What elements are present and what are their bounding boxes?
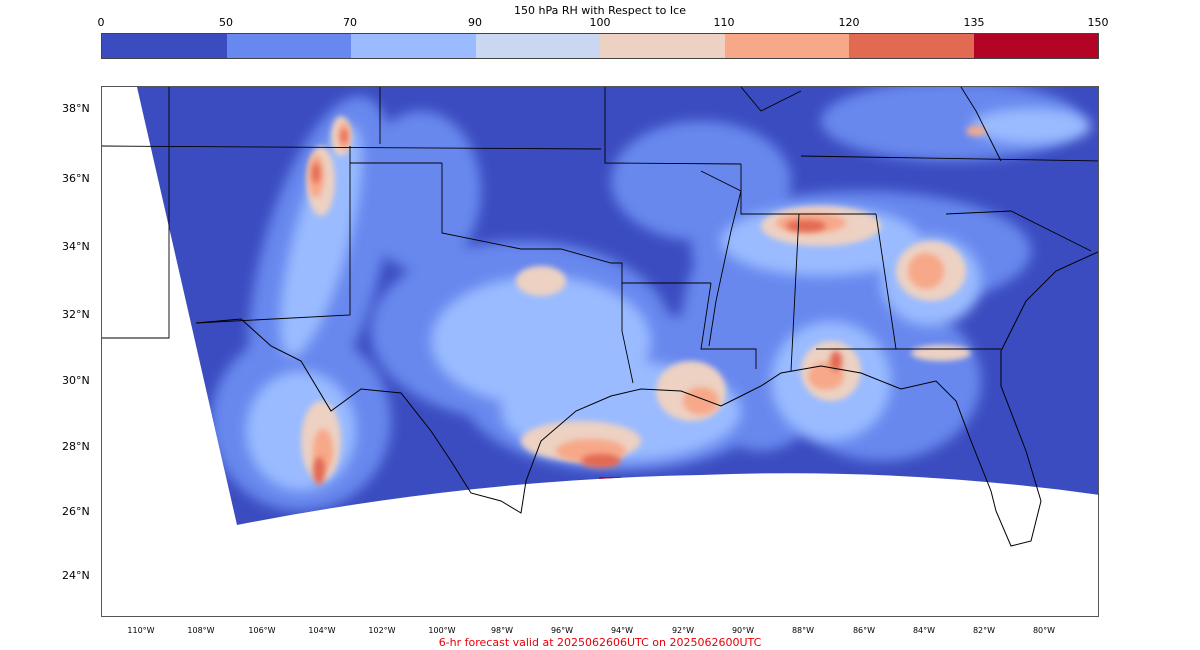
colorbar-segment-110-120 xyxy=(724,34,849,58)
lon-label: 106°W xyxy=(248,626,276,635)
rh-map xyxy=(102,87,1098,547)
colorbar-segment-90-100 xyxy=(475,34,600,58)
rh-field xyxy=(137,87,1098,525)
lon-label: 86°W xyxy=(852,626,876,635)
lat-label: 34°N xyxy=(62,240,90,253)
rh-contour-blob xyxy=(341,129,347,143)
rh-peak-patch xyxy=(599,477,621,481)
colorbar-segment-135-150 xyxy=(973,34,1098,58)
rh-contour-blob xyxy=(516,266,566,296)
colorbar-tick: 150 xyxy=(1087,16,1109,29)
rh-contour-blob xyxy=(279,124,363,358)
lon-label: 102°W xyxy=(368,626,396,635)
lat-label: 28°N xyxy=(62,440,90,453)
lon-label: 108°W xyxy=(187,626,215,635)
colorbar-tick: 0 xyxy=(97,16,105,29)
lat-label: 38°N xyxy=(62,102,90,115)
lon-label: 90°W xyxy=(731,626,755,635)
state-boundaries xyxy=(102,87,1098,384)
lon-label: 80°W xyxy=(1032,626,1056,635)
colorbar-segment-50-70 xyxy=(226,34,351,58)
rh-contour-blob xyxy=(786,220,826,232)
lon-label: 94°W xyxy=(610,626,634,635)
colorbar-tick: 50 xyxy=(219,16,233,29)
coastline xyxy=(195,251,1098,547)
colorbar-segment-120-135 xyxy=(849,34,974,58)
rh-contour-blob xyxy=(683,387,719,415)
lon-label: 92°W xyxy=(671,626,695,635)
lon-label: 96°W xyxy=(550,626,574,635)
map-panel xyxy=(101,86,1099,617)
forecast-valid-time: 6-hr forecast valid at 2025062606UTC on … xyxy=(438,636,762,649)
lat-label: 26°N xyxy=(62,505,90,518)
lon-label: 84°W xyxy=(912,626,936,635)
rh-contour-blob xyxy=(830,351,842,371)
rh-contour-blob xyxy=(581,454,621,468)
rh-contour-blob xyxy=(611,121,791,241)
rh-contour-blob xyxy=(361,111,481,271)
lon-label: 82°W xyxy=(972,626,996,635)
rh-contour-blob xyxy=(971,108,1091,144)
lat-label: 36°N xyxy=(62,172,90,185)
colorbar-tick: 120 xyxy=(838,16,860,29)
lat-label: 30°N xyxy=(62,374,90,387)
rh-contour-blob xyxy=(312,163,320,183)
rh-contour-blob xyxy=(966,126,986,136)
rh-high-supersaturation xyxy=(312,129,842,485)
colorbar-title: 150 hPa RH with Respect to Ice xyxy=(514,4,686,17)
colorbar-tick: 70 xyxy=(343,16,357,29)
lon-label: 88°W xyxy=(791,626,815,635)
rh-contour-blob xyxy=(908,253,944,289)
colorbar-segment-0-50 xyxy=(102,34,227,58)
colorbar-tick: 100 xyxy=(589,16,611,29)
lon-label: 104°W xyxy=(308,626,336,635)
colorbar-segment-100-110 xyxy=(600,34,725,58)
colorbar-segment-70-90 xyxy=(351,34,476,58)
lat-label: 32°N xyxy=(62,308,90,321)
lon-label: 98°W xyxy=(490,626,514,635)
lat-label: 24°N xyxy=(62,569,90,582)
colorbar-tick: 135 xyxy=(963,16,985,29)
lon-label: 110°W xyxy=(127,626,155,635)
lon-label: 100°W xyxy=(428,626,456,635)
rh-contour-blob xyxy=(313,457,325,485)
colorbar-tick: 90 xyxy=(468,16,482,29)
colorbar-tick: 110 xyxy=(713,16,735,29)
rh-contour-blob xyxy=(911,345,971,361)
colorbar xyxy=(101,33,1099,59)
